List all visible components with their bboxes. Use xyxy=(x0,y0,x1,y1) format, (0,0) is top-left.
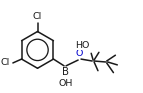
Text: OH: OH xyxy=(59,79,73,88)
Text: B: B xyxy=(61,67,68,77)
Text: O: O xyxy=(76,49,83,58)
Text: Cl: Cl xyxy=(1,58,10,67)
Text: Cl: Cl xyxy=(33,12,42,21)
Text: HO: HO xyxy=(75,41,89,50)
